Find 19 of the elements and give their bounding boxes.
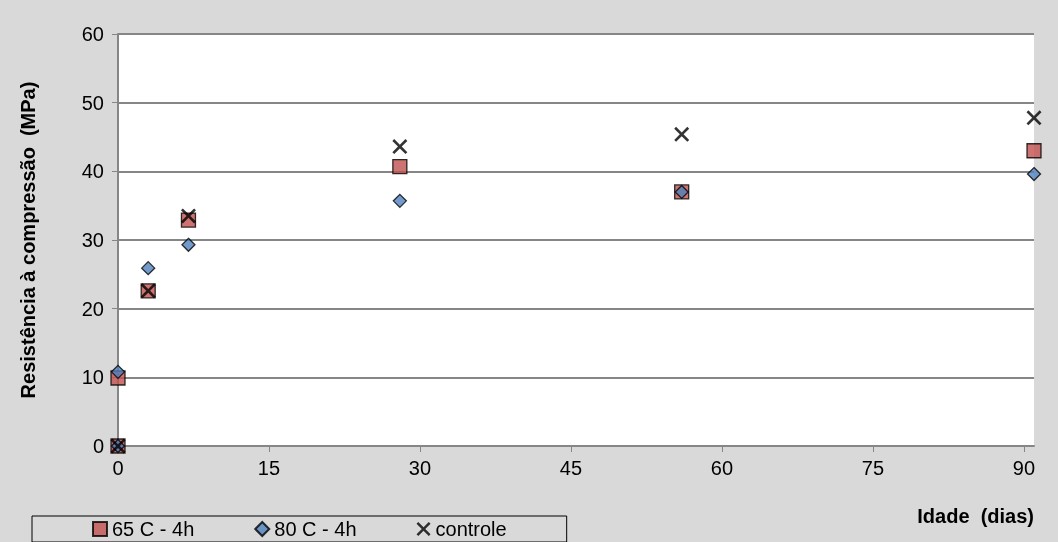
x-tick-label: 45 — [559, 457, 583, 479]
y-tick-label: 40 — [81, 160, 104, 183]
x-tick-label: 0 — [112, 457, 124, 479]
x-tick-label: 75 — [861, 457, 885, 479]
y-tick-label: 50 — [81, 91, 104, 114]
x-tick-label: 15 — [257, 457, 281, 479]
y-tick-label: 0 — [92, 435, 104, 457]
y-tick-label: 30 — [81, 229, 104, 251]
legend-label: 65 C - 4h — [112, 518, 195, 540]
legend-label: controle — [435, 518, 507, 540]
y-tick-label: 10 — [81, 366, 104, 389]
y-axis-title: Resistência à compressão (MPa) — [17, 81, 39, 399]
legend-label: 80 C - 4h — [274, 518, 357, 540]
y-tick-label: 60 — [81, 23, 104, 45]
x-tick-label: 90 — [1012, 457, 1036, 479]
x-axis-title: Idade (dias) — [917, 505, 1034, 527]
y-tick-label: 20 — [81, 297, 104, 320]
x-tick-label: 60 — [710, 457, 734, 479]
x-tick-label: 30 — [408, 457, 432, 479]
